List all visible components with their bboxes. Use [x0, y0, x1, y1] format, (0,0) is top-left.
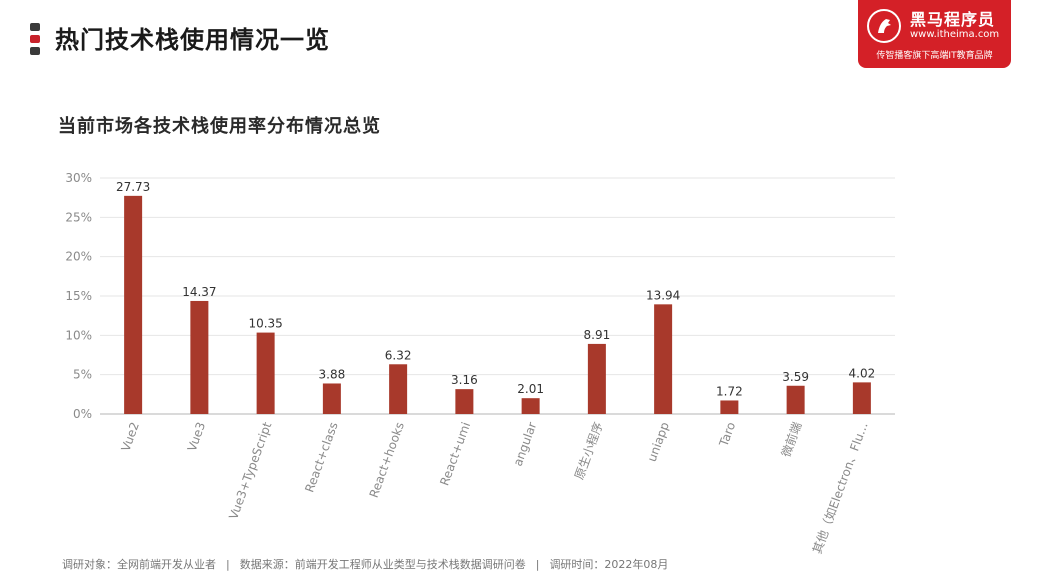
bar — [654, 304, 673, 414]
x-tick-label: 其他（如Electron、Flu… — [809, 420, 871, 556]
title-marker-middle — [30, 35, 40, 43]
chart-title: 当前市场各技术栈使用率分布情况总览 — [58, 116, 381, 137]
footer-time: 调研时间：2022年08月 — [549, 558, 669, 571]
page-title: 热门技术栈使用情况一览 — [55, 26, 330, 54]
bar — [322, 383, 341, 414]
bar — [190, 300, 209, 414]
bar — [124, 195, 143, 414]
x-tick-label: Vue2 — [119, 420, 142, 453]
data-label: 27.73 — [116, 180, 150, 194]
title-marker — [30, 23, 40, 59]
data-label: 3.59 — [782, 370, 809, 384]
y-tick-label: 30% — [65, 171, 92, 185]
y-tick-label: 25% — [65, 210, 92, 224]
bar — [852, 382, 871, 414]
x-tick-label: React+hooks — [367, 420, 407, 499]
data-label: 6.32 — [385, 348, 412, 362]
bar — [587, 343, 606, 414]
x-tick-label: React+umi — [437, 420, 473, 487]
data-label: 8.91 — [584, 328, 611, 342]
data-label: 13.94 — [646, 288, 680, 302]
data-label: 14.37 — [182, 285, 216, 299]
title-marker-top — [30, 23, 40, 31]
y-tick-label: 0% — [73, 407, 92, 421]
footer-note: 调研对象：全网前端开发从业者 | 数据来源：前端开发工程师从业类型与技术栈数据调研问… — [62, 556, 668, 572]
x-tick-label: 微前端 — [778, 420, 804, 459]
data-label: 3.88 — [319, 367, 346, 381]
data-label: 2.01 — [517, 382, 544, 396]
y-tick-label: 10% — [65, 328, 92, 342]
horse-logo-icon — [867, 9, 901, 43]
bar — [786, 385, 805, 414]
footer-separator: | — [226, 558, 230, 571]
bar — [720, 400, 739, 414]
x-tick-label: React+class — [302, 420, 340, 494]
x-tick-label: uniapp — [645, 420, 672, 463]
y-tick-label: 15% — [65, 289, 92, 303]
x-tick-label: Vue3 — [185, 420, 208, 453]
data-label: 4.02 — [849, 366, 876, 380]
bar — [389, 364, 408, 414]
x-tick-label: Taro — [716, 420, 738, 449]
bar — [521, 398, 540, 414]
footer-source: 数据来源：前端开发工程师从业类型与技术栈数据调研问卷 — [239, 558, 526, 571]
bar — [455, 389, 474, 414]
footer-separator: | — [535, 558, 540, 571]
x-tick-label: angular — [511, 420, 540, 468]
bar — [256, 332, 275, 414]
data-label: 3.16 — [451, 373, 478, 387]
x-tick-label: Vue3+TypeScript — [226, 420, 274, 521]
y-tick-label: 20% — [65, 250, 92, 264]
brand-logo: 黑马程序员 www.itheima.com 传智播客旗下高端IT教育品牌 — [858, 0, 1011, 68]
footer-object: 调研对象：全网前端开发从业者 — [62, 558, 216, 571]
title-marker-bottom — [30, 47, 40, 55]
data-label: 1.72 — [716, 384, 743, 398]
x-tick-label: 原生小程序 — [571, 420, 606, 482]
brand-slogan: 传智播客旗下高端IT教育品牌 — [876, 51, 993, 61]
data-label: 10.35 — [248, 317, 282, 331]
brand-url: www.itheima.com — [910, 29, 1000, 40]
y-tick-label: 5% — [73, 368, 92, 382]
brand-name: 黑马程序员 — [910, 10, 996, 29]
